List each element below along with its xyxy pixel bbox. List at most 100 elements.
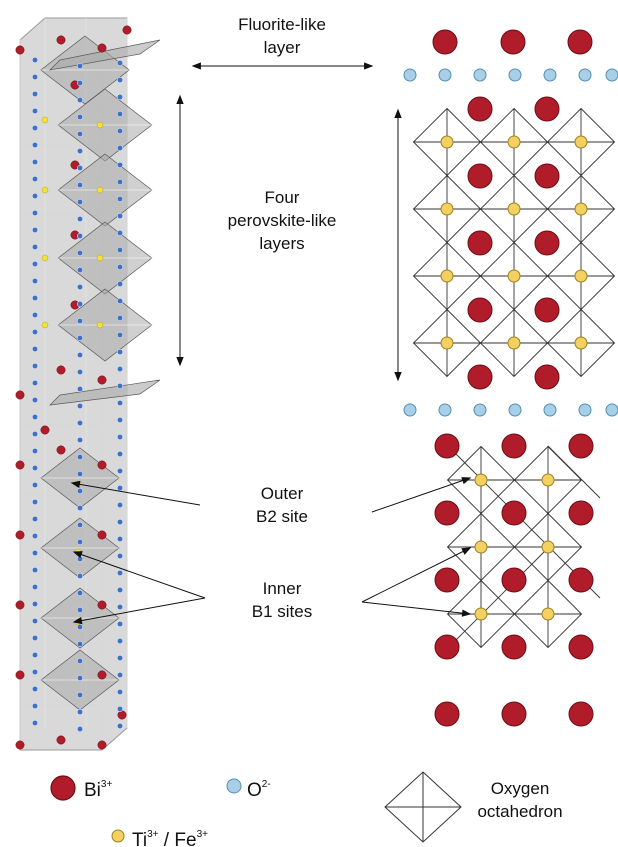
oxygen-atom-3d (76, 351, 84, 359)
oxygen-atom (605, 68, 618, 82)
ti-fe-atom (507, 336, 521, 350)
oxygen-atom-3d (116, 637, 124, 645)
oxygen-atom-3d (76, 504, 84, 512)
bi-atom-3d (40, 425, 50, 435)
bi-atom (467, 96, 493, 122)
arrowhead (191, 62, 201, 70)
oxygen-atom-3d (116, 705, 124, 713)
oxygen-atom-3d (31, 447, 39, 455)
oxygen-atom-3d (116, 331, 124, 339)
bi-atom (434, 433, 460, 459)
bi-atom (434, 701, 460, 727)
oxygen-atom-3d (31, 464, 39, 472)
oxygen-atom-3d (31, 158, 39, 166)
bi-atom-3d (97, 375, 107, 385)
ti-fe-atom-3d (96, 186, 104, 194)
bi-atom (434, 500, 460, 526)
ti-fe-atom (507, 269, 521, 283)
bi-atom-3d (15, 460, 25, 470)
oxygen-atom-3d (76, 419, 84, 427)
bi-atom-3d (15, 390, 25, 400)
oxygen-atom-3d (116, 348, 124, 356)
arrowhead (72, 616, 83, 625)
oxygen-atom (543, 403, 557, 417)
ti-fe-atom (440, 269, 454, 283)
fluorite-slab (49, 379, 161, 406)
oxygen-atom-3d (76, 198, 84, 206)
oxygen-atom-3d (31, 260, 39, 268)
oxygen-atom-3d (31, 124, 39, 132)
bi-atom (500, 29, 526, 55)
oxygen-atom-3d (116, 433, 124, 441)
oxygen-atom-3d (116, 365, 124, 373)
octahedra-2d (412, 107, 616, 649)
bi-atom (501, 433, 527, 459)
arrow-line (73, 551, 206, 599)
ti-fe-atom (574, 135, 588, 149)
oxygen-atom-3d (116, 722, 124, 730)
oxygen-atom-3d (116, 161, 124, 169)
ti-fe-atom (440, 202, 454, 216)
bi-atom (534, 230, 560, 256)
oxygen-atom (605, 403, 618, 417)
oxygen-atom-3d (76, 300, 84, 308)
oxygen-atom-3d (116, 263, 124, 271)
oxygen-atom-3d (31, 549, 39, 557)
oxygen-atom (403, 68, 417, 82)
legend-bi-label: Bi3+ (84, 779, 112, 801)
oxygen-atom-3d (31, 583, 39, 591)
bi-atom (467, 364, 493, 390)
bi-atom (567, 29, 593, 55)
oxygen-atom-3d (116, 552, 124, 560)
oxygen-atom-3d (31, 617, 39, 625)
legend-octahedron-line2: octahedron (477, 802, 562, 821)
oxygen-atom (438, 403, 452, 417)
oxygen-atom-3d (116, 671, 124, 679)
oxygen-atom-3d (116, 518, 124, 526)
atoms-2d (403, 29, 618, 727)
oxygen-atom-3d (31, 498, 39, 506)
arrowhead (176, 94, 184, 104)
ti-fe-atom-3d (41, 116, 49, 124)
oxygen-atom-3d (76, 674, 84, 682)
bi-atom-3d (97, 670, 107, 680)
oxygen-atom-3d (76, 79, 84, 87)
oxygen-atom-3d (116, 246, 124, 254)
bi-atom-3d (15, 600, 25, 610)
ti-fe-atom-3d (96, 254, 104, 262)
oxygen-atom (403, 403, 417, 417)
oxygen-atom-3d (116, 603, 124, 611)
oxygen-atom-3d (116, 382, 124, 390)
bi-atom (534, 96, 560, 122)
legend: Bi3+ O2- Ti3+ / Fe3+ Oxygen octahedron (50, 771, 563, 847)
arrow-line (361, 601, 471, 615)
oxygen-atom-3d (31, 379, 39, 387)
oxygen-atom-3d (76, 521, 84, 529)
arrowhead (364, 62, 374, 70)
oxygen-atom-3d (116, 501, 124, 509)
oxygen-atom-3d (31, 481, 39, 489)
oxygen-atom-3d (116, 93, 124, 101)
oxygen-atom-3d (76, 606, 84, 614)
oxygen-atom (578, 68, 592, 82)
oxygen-atom (473, 68, 487, 82)
oxygen-atom (508, 68, 522, 82)
ti-fe-atom (440, 336, 454, 350)
oxygen-atom-3d (31, 566, 39, 574)
oxygen-atom-3d (31, 328, 39, 336)
oxygen-atom-3d (76, 657, 84, 665)
bi-atom-3d (15, 670, 25, 680)
oxygen-atom-3d (116, 229, 124, 237)
oxygen-atom-3d (76, 215, 84, 223)
oxygen-atom-3d (76, 572, 84, 580)
bi-atom (534, 297, 560, 323)
oxygen-atom-3d (76, 113, 84, 121)
oxygen-atom-3d (116, 688, 124, 696)
oxygen-atom-3d (31, 56, 39, 64)
ti-fe-atom-3d (41, 321, 49, 329)
bi-atom-3d (97, 460, 107, 470)
oxygen-atom-3d (76, 232, 84, 240)
oxygen-atom-3d (31, 277, 39, 285)
bi-atom (568, 500, 594, 526)
oxygen-atom-3d (76, 640, 84, 648)
